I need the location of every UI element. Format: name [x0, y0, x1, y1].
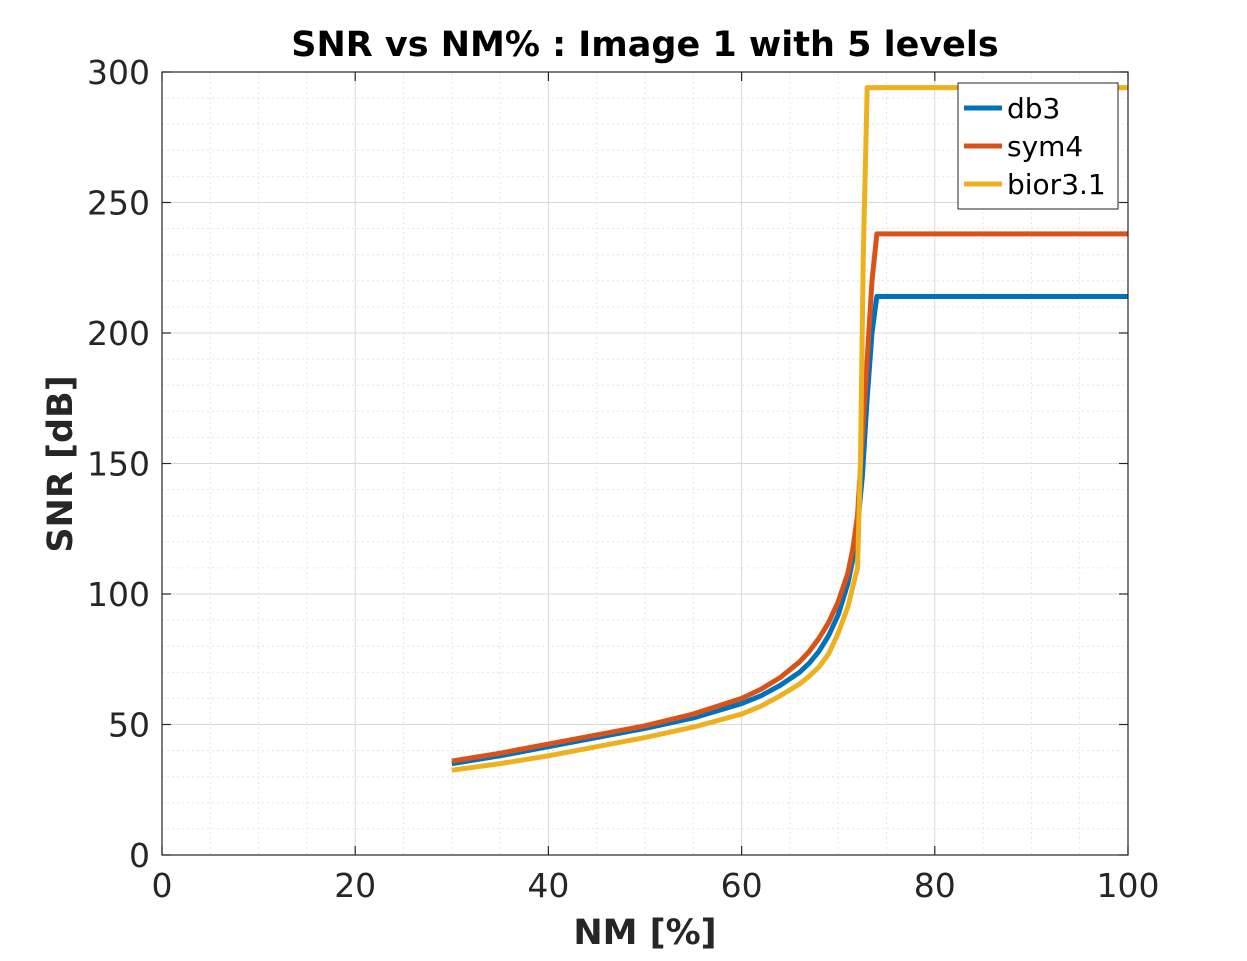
series-group [451, 85, 1128, 773]
y-tick-label: 150 [87, 445, 150, 484]
plot-area: 0 20 40 60 80 100 0 50 100 150 200 250 300 db3 sym4 bio… [87, 53, 1160, 905]
y-tick-label: 100 [87, 575, 150, 614]
x-tick-label: 100 [1097, 866, 1160, 905]
x-tick-label: 0 [152, 866, 173, 905]
y-tick-label: 50 [108, 706, 150, 745]
x-tick-label: 80 [914, 866, 956, 905]
y-tick-label: 0 [129, 836, 150, 875]
series-line-db3 [451, 293, 1128, 767]
legend: db3 sym4 bior3.1 [957, 82, 1119, 210]
x-axis-label: NM [%] [573, 913, 716, 953]
legend-label-sym4: sym4 [1007, 130, 1083, 163]
legend-label-db3: db3 [1007, 92, 1060, 125]
y-tick-label: 300 [87, 53, 150, 92]
x-tick-label: 20 [334, 866, 376, 905]
y-tick-label: 200 [87, 314, 150, 353]
x-tick-label: 60 [721, 866, 763, 905]
y-tick-label: 250 [87, 184, 150, 223]
chart-title: SNR vs NM% : Image 1 with 5 levels [291, 25, 998, 65]
series-line-bior3-1 [451, 85, 1128, 773]
legend-label-bior3-1: bior3.1 [1007, 168, 1106, 201]
series-line-sym4 [451, 231, 1128, 764]
x-tick-label: 40 [527, 866, 569, 905]
y-axis-label: SNR [dB] [41, 375, 81, 552]
